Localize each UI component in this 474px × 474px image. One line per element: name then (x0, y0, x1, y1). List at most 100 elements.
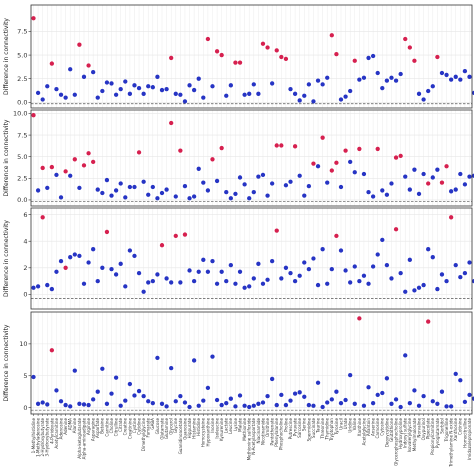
y-tick-label: 5.0 (17, 153, 27, 161)
panel-border (30, 109, 473, 207)
y-tick-label: 2 (23, 264, 27, 272)
point (118, 261, 123, 266)
point (426, 247, 431, 252)
point (242, 285, 247, 290)
point-significant (49, 164, 55, 170)
point (150, 278, 155, 284)
point (72, 92, 77, 97)
point-significant (334, 233, 339, 239)
point (118, 403, 123, 408)
point (306, 183, 312, 189)
point (196, 403, 201, 408)
point (191, 194, 197, 199)
point-significant (136, 150, 142, 155)
point (155, 196, 160, 201)
panel-4: 0 5 10 Difference in connectivity (3, 311, 474, 415)
point (292, 278, 298, 284)
point (104, 177, 110, 183)
x-tick-label: Hypoxanthine (205, 418, 210, 447)
point (58, 92, 64, 97)
x-tick-label: Cotinine (458, 418, 463, 435)
point (251, 82, 256, 87)
point (237, 175, 243, 180)
x-tick-label: Proline (283, 418, 288, 432)
x-tick-label: Tryptophan (329, 418, 334, 442)
point (77, 401, 82, 406)
y-tick-label: 2.5 (17, 75, 27, 83)
point (270, 259, 275, 264)
point (256, 401, 261, 406)
point (375, 252, 380, 257)
point (45, 84, 50, 89)
point-significant (334, 51, 339, 57)
point (100, 265, 105, 270)
point (155, 272, 160, 277)
x-tick-label: Thymidine (325, 418, 330, 441)
y-tick-label: 5.0 (17, 51, 27, 59)
x-tick-label: Xanthine (357, 418, 362, 437)
point-significant (448, 215, 454, 220)
point (228, 196, 233, 201)
point (435, 167, 440, 172)
point (104, 401, 110, 406)
point (187, 83, 192, 88)
x-tick-label: Hydroxyproline (398, 418, 403, 449)
point (81, 74, 87, 79)
point (205, 385, 211, 391)
x-tick-label: Kynurenine (219, 418, 224, 441)
point (205, 269, 211, 274)
point-significant (426, 319, 431, 324)
point-significant (279, 143, 284, 148)
panel-border (30, 207, 473, 310)
point (389, 75, 394, 80)
point (31, 374, 36, 380)
x-tick-label: Sarcosine (297, 418, 302, 438)
point (173, 399, 178, 404)
point-significant (320, 135, 325, 140)
point (458, 378, 463, 383)
x-tick-label: Pipecolate (426, 418, 431, 440)
x-tick-label: Cystine (132, 418, 137, 434)
point (430, 175, 435, 180)
panel-border (30, 311, 473, 415)
x-tick-label: 1-Methyladenosine (35, 418, 40, 457)
point (338, 97, 344, 102)
y-axis-label: Difference in connectivity (3, 220, 10, 297)
point (68, 67, 73, 72)
point (412, 288, 417, 293)
point (201, 257, 206, 262)
point (311, 256, 316, 261)
point (297, 273, 302, 278)
point (201, 398, 206, 403)
point (251, 276, 256, 281)
point (325, 281, 330, 286)
x-tick-label: Glutamine (164, 418, 169, 440)
point (453, 371, 458, 376)
point (453, 187, 458, 192)
point (329, 266, 334, 272)
x-tick-label: Homocitrulline (462, 418, 467, 448)
point (288, 86, 293, 92)
x-tick-label: Adenosine (58, 418, 63, 440)
point-significant (357, 316, 362, 321)
point (426, 88, 431, 94)
point (448, 77, 454, 82)
point-significant (49, 61, 55, 66)
x-tick-label: Oxypurinol (421, 418, 426, 440)
point (182, 400, 188, 405)
point (311, 403, 316, 408)
y-tick-label: 10 (19, 340, 27, 348)
x-tick-label: ADMA (68, 418, 73, 430)
point (169, 280, 174, 285)
point-significant (412, 58, 417, 63)
point (366, 190, 371, 195)
point (242, 92, 247, 97)
point-significant (357, 146, 362, 152)
point (274, 402, 279, 408)
point (311, 99, 316, 104)
point (398, 71, 403, 77)
point (343, 397, 348, 403)
point (380, 86, 385, 91)
point (182, 183, 188, 189)
x-tick-label: Spermidine (306, 418, 311, 442)
